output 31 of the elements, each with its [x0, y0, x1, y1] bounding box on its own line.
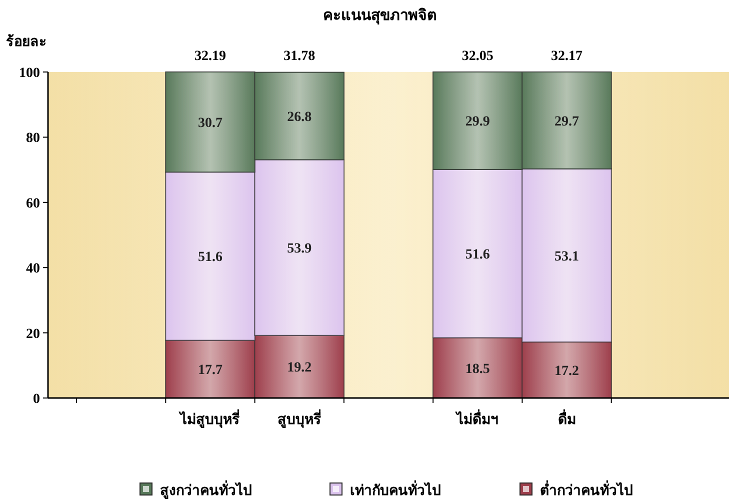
- chart-title: คะแนนสุขภาพจิต: [323, 6, 437, 25]
- y-tick-label: 20: [26, 326, 40, 342]
- y-tick-label: 60: [26, 196, 40, 212]
- data-label: 18.5: [465, 362, 490, 377]
- data-label: 19.2: [287, 360, 312, 376]
- annotation: 32.19: [194, 49, 226, 64]
- y-axis-title: ร้อยละ: [6, 34, 47, 50]
- data-label: 29.9: [465, 114, 490, 130]
- data-label: 29.7: [554, 114, 580, 130]
- legend-label: ต่ำกว่าคนทั่วไป: [540, 480, 633, 499]
- y-tick-label: 80: [26, 131, 40, 146]
- data-label: 17.7: [198, 363, 222, 378]
- data-label: 30.7: [198, 116, 222, 132]
- data-label: 51.6: [465, 248, 490, 263]
- y-tick-label: 100: [19, 66, 40, 81]
- data-label: 53.9: [287, 242, 312, 257]
- y-tick-label: 40: [26, 262, 40, 277]
- data-label: 17.2: [554, 364, 580, 379]
- y-tick-label: 0: [33, 392, 40, 407]
- legend-label: สูงกว่าคนทั่วไป: [160, 480, 252, 499]
- data-label: 51.6: [198, 250, 222, 266]
- annotation: 32.05: [462, 49, 494, 64]
- x-tick-label: ไม่สูบบุหรี่: [178, 409, 240, 428]
- annotation: 32.17: [551, 49, 583, 64]
- legend-label: เท่ากับคนทั่วไป: [350, 480, 441, 499]
- data-label: 26.8: [287, 110, 312, 126]
- data-label: 53.1: [554, 249, 580, 264]
- x-tick-label: ดื่ม: [558, 409, 576, 428]
- x-tick-label: ไม่ดื่มฯ: [454, 409, 499, 428]
- x-tick-label: สูบบุหรี่: [277, 409, 322, 428]
- annotation: 31.78: [284, 49, 316, 64]
